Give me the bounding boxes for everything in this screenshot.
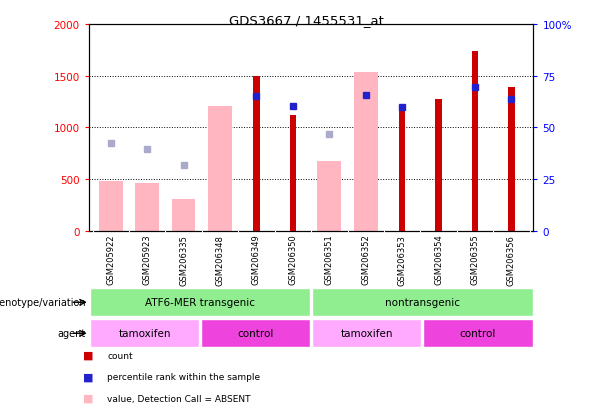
- Text: GSM206349: GSM206349: [252, 234, 261, 285]
- Text: GDS3667 / 1455531_at: GDS3667 / 1455531_at: [229, 14, 384, 27]
- Bar: [318, 162, 341, 231]
- Text: tamoxifen: tamoxifen: [340, 328, 393, 339]
- Text: GSM206351: GSM206351: [325, 234, 334, 285]
- Text: ■: ■: [83, 393, 93, 403]
- Text: value, Detection Call = ABSENT: value, Detection Call = ABSENT: [107, 394, 251, 403]
- Text: genotype/variation: genotype/variation: [0, 297, 86, 308]
- Bar: [253, 76, 260, 231]
- Text: percentile rank within the sample: percentile rank within the sample: [107, 372, 261, 381]
- Text: control: control: [237, 328, 274, 339]
- Bar: [89, 289, 310, 316]
- Text: ATF6-MER transgenic: ATF6-MER transgenic: [145, 297, 255, 308]
- Text: tamoxifen: tamoxifen: [118, 328, 170, 339]
- Text: GSM206355: GSM206355: [471, 234, 479, 285]
- Bar: [354, 74, 378, 231]
- Bar: [472, 52, 478, 231]
- Bar: [89, 320, 199, 347]
- Bar: [208, 107, 232, 231]
- Text: GSM206353: GSM206353: [398, 234, 406, 285]
- Text: GSM206356: GSM206356: [507, 234, 516, 285]
- Text: agent: agent: [58, 328, 86, 339]
- Bar: [423, 320, 533, 347]
- Bar: [172, 199, 196, 231]
- Bar: [200, 320, 310, 347]
- Text: ■: ■: [83, 350, 93, 360]
- Text: GSM206350: GSM206350: [288, 234, 297, 285]
- Text: GSM205922: GSM205922: [106, 234, 115, 285]
- Text: count: count: [107, 351, 133, 360]
- Bar: [99, 182, 123, 231]
- Bar: [508, 88, 515, 231]
- Text: control: control: [460, 328, 496, 339]
- Bar: [135, 184, 159, 231]
- Bar: [435, 100, 442, 231]
- Bar: [289, 116, 296, 231]
- Text: GSM206348: GSM206348: [216, 234, 224, 285]
- Text: GSM206335: GSM206335: [179, 234, 188, 285]
- Text: GSM205923: GSM205923: [143, 234, 151, 285]
- Text: ■: ■: [83, 372, 93, 382]
- Bar: [312, 289, 533, 316]
- Text: nontransgenic: nontransgenic: [385, 297, 460, 308]
- Bar: [312, 320, 422, 347]
- Text: GSM206352: GSM206352: [361, 234, 370, 285]
- Text: GSM206354: GSM206354: [434, 234, 443, 285]
- Bar: [399, 107, 405, 231]
